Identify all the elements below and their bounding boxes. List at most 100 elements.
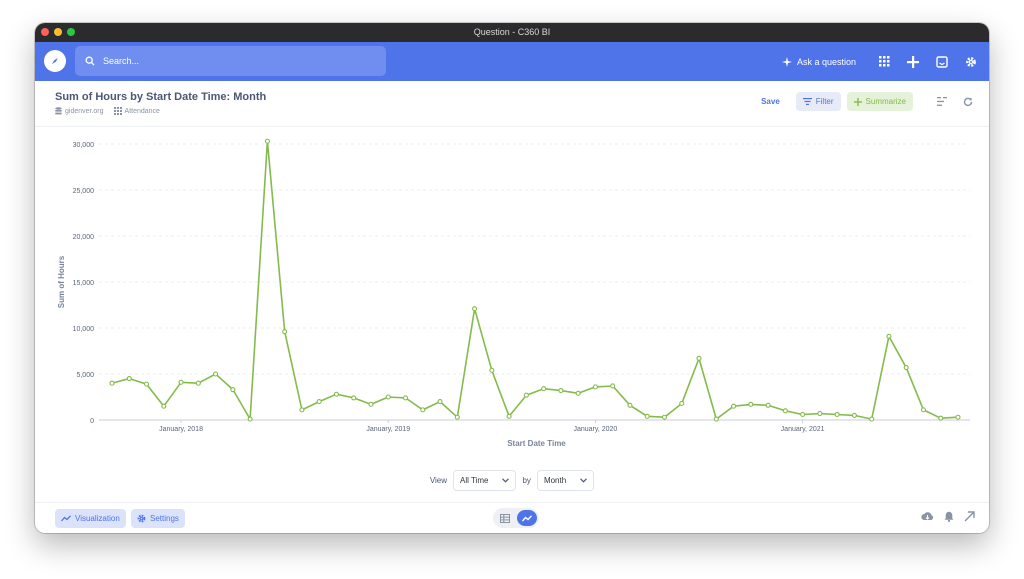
- data-point: [903, 365, 909, 371]
- data-point: [817, 411, 823, 417]
- database-breadcrumb[interactable]: gidenver.org: [55, 107, 104, 115]
- save-button[interactable]: Save: [761, 97, 780, 106]
- data-point: [506, 413, 512, 419]
- gear-icon: [137, 514, 146, 523]
- ask-question-button[interactable]: Ask a question: [781, 56, 856, 67]
- table-view-toggle[interactable]: [495, 510, 515, 526]
- question-header: Sum of Hours by Start Date Time: Month g…: [35, 81, 989, 127]
- data-point: [661, 414, 668, 420]
- data-point: [472, 306, 478, 312]
- data-point: [644, 413, 650, 419]
- data-point: [541, 386, 547, 392]
- data-point: [523, 392, 529, 398]
- chart-view-toggle[interactable]: [517, 510, 537, 526]
- granularity-select-value: Month: [543, 476, 567, 485]
- database-icon: [55, 107, 62, 115]
- view-select[interactable]: All Time: [453, 470, 517, 491]
- data-point: [696, 355, 702, 361]
- data-point: [851, 412, 857, 418]
- summarize-button[interactable]: Summarize: [846, 92, 913, 111]
- search-bar[interactable]: Search...: [75, 46, 386, 76]
- table-icon: [500, 513, 510, 523]
- data-point: [679, 400, 685, 406]
- window-title: Question - C360 BI: [473, 27, 551, 37]
- data-point: [282, 329, 288, 335]
- ask-question-label: Ask a question: [796, 56, 856, 67]
- y-tick-label: 15,000: [73, 280, 95, 287]
- table-name: Attendance: [124, 107, 160, 115]
- x-axis-title: Start Date Time: [507, 439, 566, 448]
- data-point: [333, 391, 339, 397]
- x-tick-label: January, 2021: [781, 426, 825, 433]
- line-chart-icon: [61, 515, 71, 522]
- data-point: [195, 380, 201, 386]
- data-point: [627, 402, 633, 408]
- title-bar: Question - C360 BI: [35, 23, 989, 42]
- data-point: [264, 138, 270, 144]
- minimize-window-button[interactable]: [54, 28, 62, 36]
- data-point: [869, 416, 875, 422]
- line-chart: 0 5,000 10,000 15,000 20,000 25,000 30,000 Janu…: [35, 128, 989, 453]
- data-point: [886, 333, 892, 339]
- display-toggle: [493, 508, 539, 528]
- data-point: [247, 416, 253, 422]
- data-point: [748, 401, 754, 407]
- plus-icon[interactable]: [907, 55, 919, 68]
- table-icon: [113, 107, 122, 115]
- view-select-value: All Time: [460, 476, 489, 485]
- home-logo[interactable]: [44, 50, 66, 72]
- expand-arrow-icon[interactable]: [964, 511, 975, 522]
- series-line: [111, 140, 959, 420]
- close-window-button[interactable]: [41, 28, 49, 36]
- y-tick-label: 20,000: [73, 234, 95, 241]
- data-point: [592, 384, 598, 390]
- zoom-window-button[interactable]: [67, 28, 75, 36]
- data-point: [109, 380, 115, 386]
- settings-button[interactable]: Settings: [131, 509, 185, 528]
- data-point: [731, 403, 737, 409]
- granularity-select[interactable]: Month: [536, 470, 595, 491]
- filter-button[interactable]: Filter: [795, 92, 841, 111]
- settings-label: Settings: [150, 514, 179, 523]
- gear-icon[interactable]: [965, 56, 977, 68]
- x-tick-label: January, 2020: [573, 426, 617, 433]
- y-axis-title: Sum of Hours: [57, 255, 66, 308]
- data-point: [143, 381, 150, 387]
- data-point: [126, 376, 132, 382]
- y-tick-label: 30,000: [73, 142, 95, 149]
- download-icon[interactable]: [921, 511, 934, 522]
- compass-icon: [52, 58, 58, 64]
- chart-svg: 0 5,000 10,000 15,000 20,000 25,000 30,000 Janu…: [57, 138, 970, 448]
- bell-icon[interactable]: [944, 511, 954, 522]
- data-point: [402, 395, 409, 401]
- data-point: [938, 415, 944, 421]
- data-point: [385, 394, 391, 400]
- data-point: [161, 403, 167, 409]
- x-tick-label: January, 2019: [366, 426, 410, 433]
- database-name: gidenver.org: [65, 107, 104, 115]
- data-point: [230, 387, 236, 393]
- search-placeholder: Search...: [103, 56, 140, 66]
- data-point: [765, 402, 771, 408]
- data-point: [299, 407, 305, 413]
- data-point: [558, 388, 564, 394]
- table-breadcrumb[interactable]: Attendance: [113, 107, 160, 115]
- summarize-label: Summarize: [865, 97, 906, 106]
- filter-icon: [802, 98, 812, 105]
- data-point: [834, 411, 840, 418]
- visualization-button[interactable]: Visualization: [55, 509, 126, 528]
- question-title[interactable]: Sum of Hours by Start Date Time: Month: [55, 91, 267, 103]
- editor-list-icon: [937, 97, 947, 106]
- data-point: [316, 399, 322, 405]
- search-icon: [85, 56, 95, 66]
- sparkle-icon: [781, 56, 792, 67]
- data-point: [782, 408, 788, 414]
- refresh-button[interactable]: [961, 97, 975, 107]
- grid-apps-icon[interactable]: [879, 56, 890, 67]
- data-point: [610, 383, 616, 389]
- line-chart-icon: [522, 514, 532, 521]
- notebook-editor-button[interactable]: [935, 97, 949, 106]
- snippet-icon[interactable]: [936, 55, 948, 68]
- filter-label: Filter: [815, 97, 834, 106]
- y-tick-label: 10,000: [73, 326, 95, 333]
